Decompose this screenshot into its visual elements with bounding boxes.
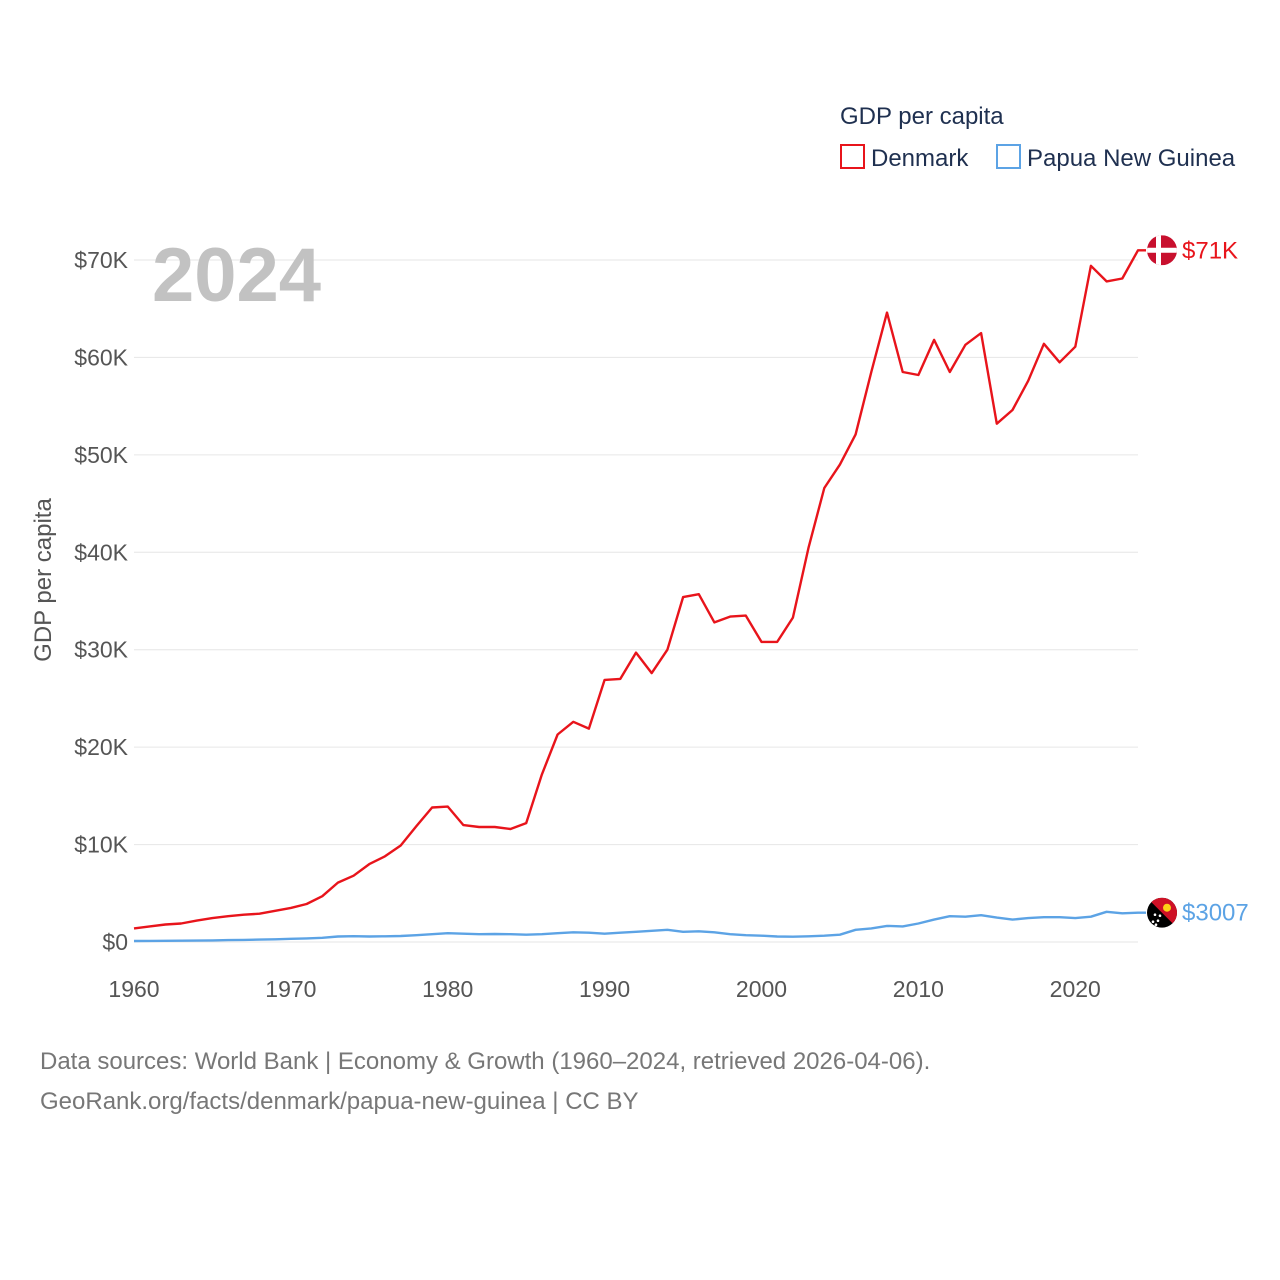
source-line-1: Data sources: World Bank | Economy & Gro… [40,1048,931,1075]
end-label-denmark: $71K [1182,237,1238,264]
legend-item-papua-new-guinea: Papua New Guinea [1027,145,1236,172]
y-tick-label: $10K [74,832,128,858]
x-tick-label: 2000 [736,976,787,1002]
source-note: Data sources: World Bank | Economy & Gro… [40,1042,930,1122]
y-tick-label: $70K [74,247,128,273]
y-axis-label: GDP per capita [30,498,57,662]
end-label-papua-new-guinea: $3007 [1182,900,1249,927]
legend-swatch-papua-new-guinea [996,144,1021,169]
x-tick-label: 1960 [108,976,159,1002]
y-tick-label: $20K [74,734,128,760]
series-line-papua-new-guinea [133,910,1146,943]
y-tick-label: $40K [74,539,128,565]
legend-title: GDP per capita [840,103,1004,130]
year-label: 2024 [152,233,321,318]
y-tick-label: $30K [74,637,128,663]
gridlines [134,259,1138,943]
source-line-2: GeoRank.org/facts/denmark/papua-new-guin… [40,1088,639,1115]
series-line-denmark [133,249,1146,930]
x-tick-label: 2020 [1050,976,1101,1002]
legend: GDP per capita Denmark Papua New Guinea [840,103,1236,172]
papua-new-guinea-flag-icon [1147,897,1177,928]
y-tick-label: $0 [102,929,128,955]
x-tick-label: 1990 [579,976,630,1002]
x-axis-ticks: 1960 1970 1980 1990 2000 2010 2020 [108,976,1100,1002]
x-tick-label: 1970 [265,976,316,1002]
x-tick-label: 1980 [422,976,473,1002]
y-tick-label: $50K [74,442,128,468]
series-lines [133,249,1146,943]
legend-swatch-denmark [840,144,865,169]
legend-item-denmark: Denmark [871,145,969,172]
y-tick-label: $60K [74,344,128,370]
x-tick-label: 2010 [893,976,944,1002]
denmark-flag-icon [1147,235,1177,266]
series-end-markers: $71K $3007 [1147,235,1249,928]
y-axis-ticks: $0 $10K $20K $30K $40K $50K $60K $70K [74,247,128,955]
